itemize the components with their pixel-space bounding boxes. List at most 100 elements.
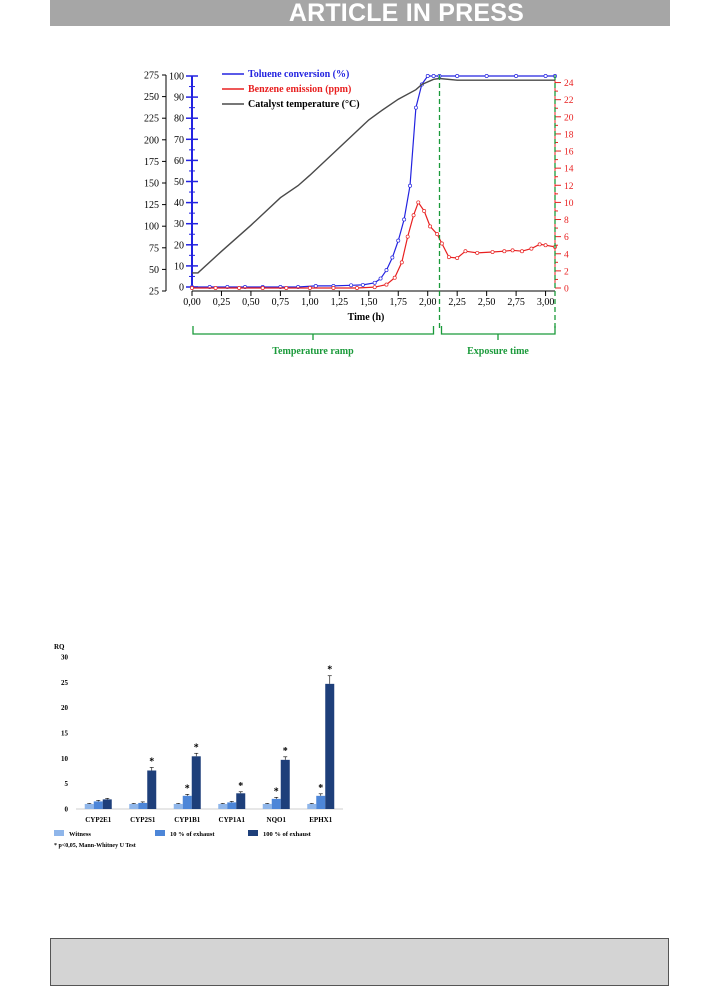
toluene-conversion-point bbox=[514, 74, 519, 78]
emission-tick-label: 2 bbox=[564, 267, 569, 277]
witness-bar bbox=[262, 803, 272, 809]
emission-tick-label: 20 bbox=[564, 113, 574, 123]
exposure-time-label: Exposure time bbox=[467, 346, 529, 357]
significance-star: * bbox=[185, 783, 190, 794]
temperature-tick-label: 150 bbox=[144, 179, 159, 190]
series-group bbox=[190, 74, 557, 290]
benzene-emission-point bbox=[213, 286, 218, 290]
benzene-emission-point bbox=[372, 285, 377, 290]
exhaust-10-bar bbox=[316, 795, 326, 809]
benzene-emission-point bbox=[284, 286, 289, 290]
benzene-emission-point bbox=[422, 209, 427, 213]
y-tick-label: 25 bbox=[61, 679, 69, 687]
emission-tick-label: 6 bbox=[564, 233, 569, 243]
benzene-emission-point bbox=[416, 200, 421, 205]
temperature-tick-label: 75 bbox=[149, 243, 159, 254]
y-tick-label: 15 bbox=[61, 730, 69, 738]
benzene-emission-point bbox=[405, 234, 410, 239]
time-tick-label: 2,50 bbox=[478, 297, 496, 308]
time-tick-label: 0,50 bbox=[242, 297, 260, 308]
significance-star: * bbox=[327, 665, 332, 676]
toluene-conversion-point bbox=[455, 74, 460, 78]
benzene-emission-point bbox=[543, 243, 548, 248]
article-in-press-banner: ARTICLE IN PRESS bbox=[50, 0, 670, 26]
conversion-tick-label: 90 bbox=[174, 93, 184, 104]
category-label: NQO1 bbox=[267, 816, 287, 824]
toluene-conversion-point bbox=[384, 268, 389, 273]
exhaust-100-bar bbox=[147, 770, 157, 809]
exhaust-100-bar bbox=[325, 683, 335, 809]
temperature-ramp-label: Temperature ramp bbox=[272, 346, 354, 357]
category-label: EPHX1 bbox=[309, 816, 332, 824]
footer-placeholder-box bbox=[50, 938, 669, 986]
y-tick-label: 20 bbox=[61, 704, 69, 712]
benzene-emission-point bbox=[331, 286, 336, 290]
exhaust-10-bar bbox=[271, 798, 281, 809]
benzene-emission-point bbox=[446, 255, 451, 260]
emission-tick-label: 8 bbox=[564, 216, 569, 226]
benzene-emission-point bbox=[411, 213, 416, 218]
benzene-emission-point bbox=[237, 286, 242, 290]
exhaust-100-bar bbox=[280, 759, 290, 809]
benzene-emission-point bbox=[439, 241, 444, 246]
y-tick-label: 0 bbox=[65, 806, 69, 814]
emission-tick-label: 4 bbox=[564, 250, 569, 260]
conversion-tick-label: 20 bbox=[174, 240, 184, 251]
conversion-tick-label: 0 bbox=[179, 283, 184, 294]
temperature-tick-label: 175 bbox=[144, 157, 159, 168]
toluene-conversion-point bbox=[390, 255, 395, 260]
toluene-conversion-line bbox=[192, 75, 555, 288]
temperature-tick-label: 25 bbox=[149, 287, 159, 298]
legend-label: Benzene emission (ppm) bbox=[248, 84, 351, 95]
significance-star: * bbox=[149, 756, 154, 767]
witness-bar bbox=[307, 803, 317, 809]
emission-tick-label: 12 bbox=[564, 182, 574, 192]
exhaust-10-bar bbox=[93, 801, 103, 809]
benzene-emission-point bbox=[384, 282, 389, 287]
legend-swatch bbox=[155, 830, 165, 836]
exhaust-100-bar bbox=[236, 793, 246, 809]
witness-bar bbox=[173, 803, 183, 809]
exhaust-100-bar bbox=[191, 756, 201, 809]
legend-swatch bbox=[54, 830, 64, 836]
significance-star: * bbox=[274, 786, 279, 797]
conversion-tick-label: 100 bbox=[169, 72, 184, 83]
witness-bar bbox=[129, 803, 139, 809]
significance-star: * bbox=[194, 742, 199, 753]
time-tick-label: 0,75 bbox=[272, 297, 290, 308]
catalyst-temperature-line bbox=[192, 77, 555, 274]
emission-tick-label: 18 bbox=[564, 130, 574, 140]
benzene-emission-point bbox=[435, 232, 440, 237]
bar-legend: Witness 10 % of exhaust 100 % of exhaust * … bbox=[54, 830, 312, 849]
y-tick-label: 10 bbox=[61, 755, 69, 763]
benzene-emission-point bbox=[537, 242, 542, 247]
time-tick-label: 1,00 bbox=[301, 297, 319, 308]
time-tick-label: 1,25 bbox=[331, 297, 349, 308]
exhaust-10-bar bbox=[227, 802, 237, 809]
benzene-emission-point bbox=[392, 275, 397, 280]
legend-label: Catalyst temperature (°C) bbox=[248, 99, 360, 110]
significance-star: * bbox=[318, 783, 323, 794]
footnote: * p<0,05, Mann-Whitney U Test bbox=[54, 843, 136, 849]
chart-legend: Toluene conversion (%) Benzene emission (… bbox=[222, 69, 360, 110]
toluene-conversion-point bbox=[372, 280, 377, 285]
benzene-emission-point bbox=[428, 224, 433, 229]
benzene-emission-point bbox=[463, 249, 468, 254]
catalyst-test-chart: 2752502252001751501251007550251009080706… bbox=[144, 69, 574, 357]
toluene-conversion-point bbox=[431, 74, 436, 78]
category-label: CYP2E1 bbox=[85, 816, 112, 824]
y-axis-title: RQ bbox=[54, 643, 65, 651]
exhaust-10-bar bbox=[182, 795, 192, 809]
toluene-conversion-point bbox=[425, 74, 430, 78]
time-tick-label: 1,75 bbox=[390, 297, 408, 308]
witness-bar bbox=[218, 803, 228, 809]
phase-brackets: Temperature ramp Exposure time bbox=[192, 75, 556, 357]
time-axis-title: Time (h) bbox=[348, 312, 385, 323]
legend-label: 10 % of exhaust bbox=[170, 831, 215, 838]
benzene-emission-point bbox=[307, 286, 312, 290]
toluene-conversion-point bbox=[378, 276, 383, 281]
conversion-tick-label: 30 bbox=[174, 219, 184, 230]
temperature-tick-label: 125 bbox=[144, 200, 159, 211]
time-tick-label: 0,25 bbox=[213, 297, 231, 308]
time-tick-label: 3,00 bbox=[537, 297, 555, 308]
